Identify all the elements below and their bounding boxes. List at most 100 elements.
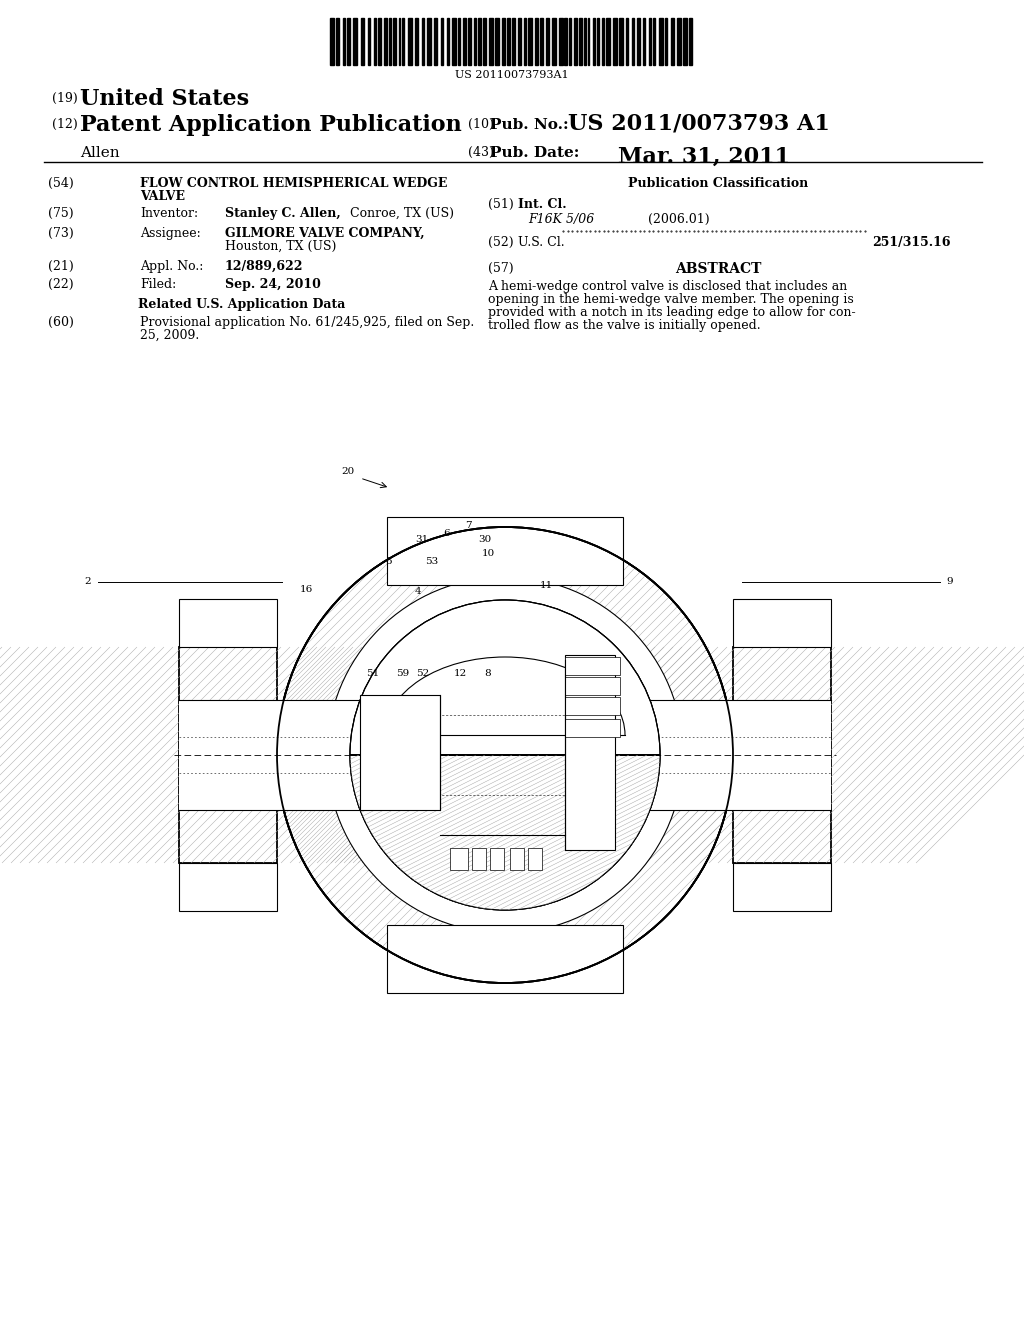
Text: FLOW CONTROL HEMISPHERICAL WEDGE: FLOW CONTROL HEMISPHERICAL WEDGE: [140, 177, 447, 190]
Bar: [552, 18, 556, 65]
Text: (2006.01): (2006.01): [648, 213, 710, 226]
Bar: [441, 18, 443, 65]
Bar: [584, 18, 586, 65]
Text: Provisional application No. 61/245,925, filed on Sep.: Provisional application No. 61/245,925, …: [140, 315, 474, 329]
Bar: [374, 18, 376, 65]
Text: Publication Classification: Publication Classification: [628, 177, 808, 190]
Bar: [613, 18, 617, 65]
Text: (75): (75): [48, 207, 74, 220]
Text: 52: 52: [417, 669, 430, 678]
Bar: [179, 700, 831, 810]
Bar: [643, 18, 645, 65]
Text: Assignee:: Assignee:: [140, 227, 201, 240]
Bar: [565, 677, 620, 696]
Text: Filed:: Filed:: [140, 279, 176, 290]
Text: F16K 5/06: F16K 5/06: [528, 213, 594, 226]
Bar: [565, 719, 620, 737]
Text: US 20110073793A1: US 20110073793A1: [456, 70, 568, 81]
Text: opening in the hemi-wedge valve member. The opening is: opening in the hemi-wedge valve member. …: [488, 293, 854, 306]
Bar: [658, 18, 663, 65]
Text: 6: 6: [443, 528, 451, 537]
Circle shape: [350, 601, 660, 909]
Text: ABSTRACT: ABSTRACT: [675, 261, 761, 276]
Bar: [503, 18, 505, 65]
Text: (51): (51): [488, 198, 514, 211]
Bar: [330, 18, 334, 65]
Text: 16: 16: [299, 586, 312, 594]
Text: (12): (12): [52, 117, 78, 131]
Bar: [360, 18, 365, 65]
Bar: [597, 18, 599, 65]
Bar: [368, 18, 370, 65]
Bar: [464, 18, 466, 65]
Text: Sep. 24, 2010: Sep. 24, 2010: [225, 279, 321, 290]
Bar: [336, 18, 339, 65]
Text: Allen: Allen: [80, 147, 120, 160]
Bar: [507, 18, 510, 65]
Text: (73): (73): [48, 227, 74, 240]
Text: 20: 20: [341, 467, 354, 477]
Text: (22): (22): [48, 279, 74, 290]
Text: Houston, TX (US): Houston, TX (US): [225, 240, 336, 253]
Bar: [446, 18, 449, 65]
Text: 9: 9: [946, 578, 953, 586]
Bar: [402, 18, 404, 65]
Bar: [434, 18, 437, 65]
Bar: [541, 18, 543, 65]
Bar: [569, 18, 570, 65]
Bar: [387, 925, 623, 993]
Text: 59: 59: [396, 669, 410, 678]
Bar: [559, 18, 562, 65]
Text: 11: 11: [540, 582, 553, 590]
Bar: [518, 18, 521, 65]
Bar: [179, 599, 278, 647]
Bar: [360, 696, 440, 810]
Text: 2: 2: [85, 578, 91, 586]
Bar: [528, 847, 542, 870]
Bar: [733, 863, 831, 911]
Bar: [422, 18, 425, 65]
Bar: [535, 18, 538, 65]
Text: 7: 7: [465, 521, 471, 531]
Text: United States: United States: [80, 88, 249, 110]
Text: 12: 12: [454, 669, 467, 678]
Bar: [580, 18, 582, 65]
Bar: [512, 18, 515, 65]
Bar: [415, 18, 418, 65]
Text: Pub. No.:: Pub. No.:: [490, 117, 568, 132]
Text: Related U.S. Application Data: Related U.S. Application Data: [138, 298, 346, 312]
Bar: [389, 18, 391, 65]
Text: 10: 10: [481, 549, 495, 557]
Text: 51: 51: [367, 669, 380, 678]
Text: trolled flow as the valve is initially opened.: trolled flow as the valve is initially o…: [488, 319, 761, 333]
Bar: [637, 18, 640, 65]
Bar: [473, 18, 476, 65]
Circle shape: [327, 577, 683, 933]
Text: Inventor:: Inventor:: [140, 207, 198, 220]
Bar: [565, 697, 620, 715]
Bar: [353, 18, 357, 65]
Text: Stanley C. Allen,: Stanley C. Allen,: [225, 207, 341, 220]
Bar: [483, 18, 485, 65]
Text: Mar. 31, 2011: Mar. 31, 2011: [618, 147, 791, 168]
Bar: [648, 18, 650, 65]
Bar: [510, 847, 524, 870]
Text: US 2011/0073793 A1: US 2011/0073793 A1: [568, 114, 829, 135]
Bar: [478, 18, 481, 65]
Text: 8: 8: [484, 669, 492, 678]
Text: Patent Application Publication: Patent Application Publication: [80, 114, 462, 136]
Text: A hemi-wedge control valve is disclosed that includes an: A hemi-wedge control valve is disclosed …: [488, 280, 847, 293]
Text: GILMORE VALVE COMPANY,: GILMORE VALVE COMPANY,: [225, 227, 425, 240]
Text: U.S. Cl.: U.S. Cl.: [518, 236, 564, 249]
Bar: [489, 18, 493, 65]
Text: Conroe, TX (US): Conroe, TX (US): [350, 207, 454, 220]
Text: 4: 4: [415, 587, 421, 597]
Circle shape: [278, 527, 733, 983]
Bar: [408, 18, 412, 65]
Bar: [347, 18, 350, 65]
Bar: [573, 18, 578, 65]
Bar: [683, 18, 687, 65]
Polygon shape: [350, 755, 660, 909]
Bar: [565, 657, 620, 675]
Bar: [450, 847, 468, 870]
